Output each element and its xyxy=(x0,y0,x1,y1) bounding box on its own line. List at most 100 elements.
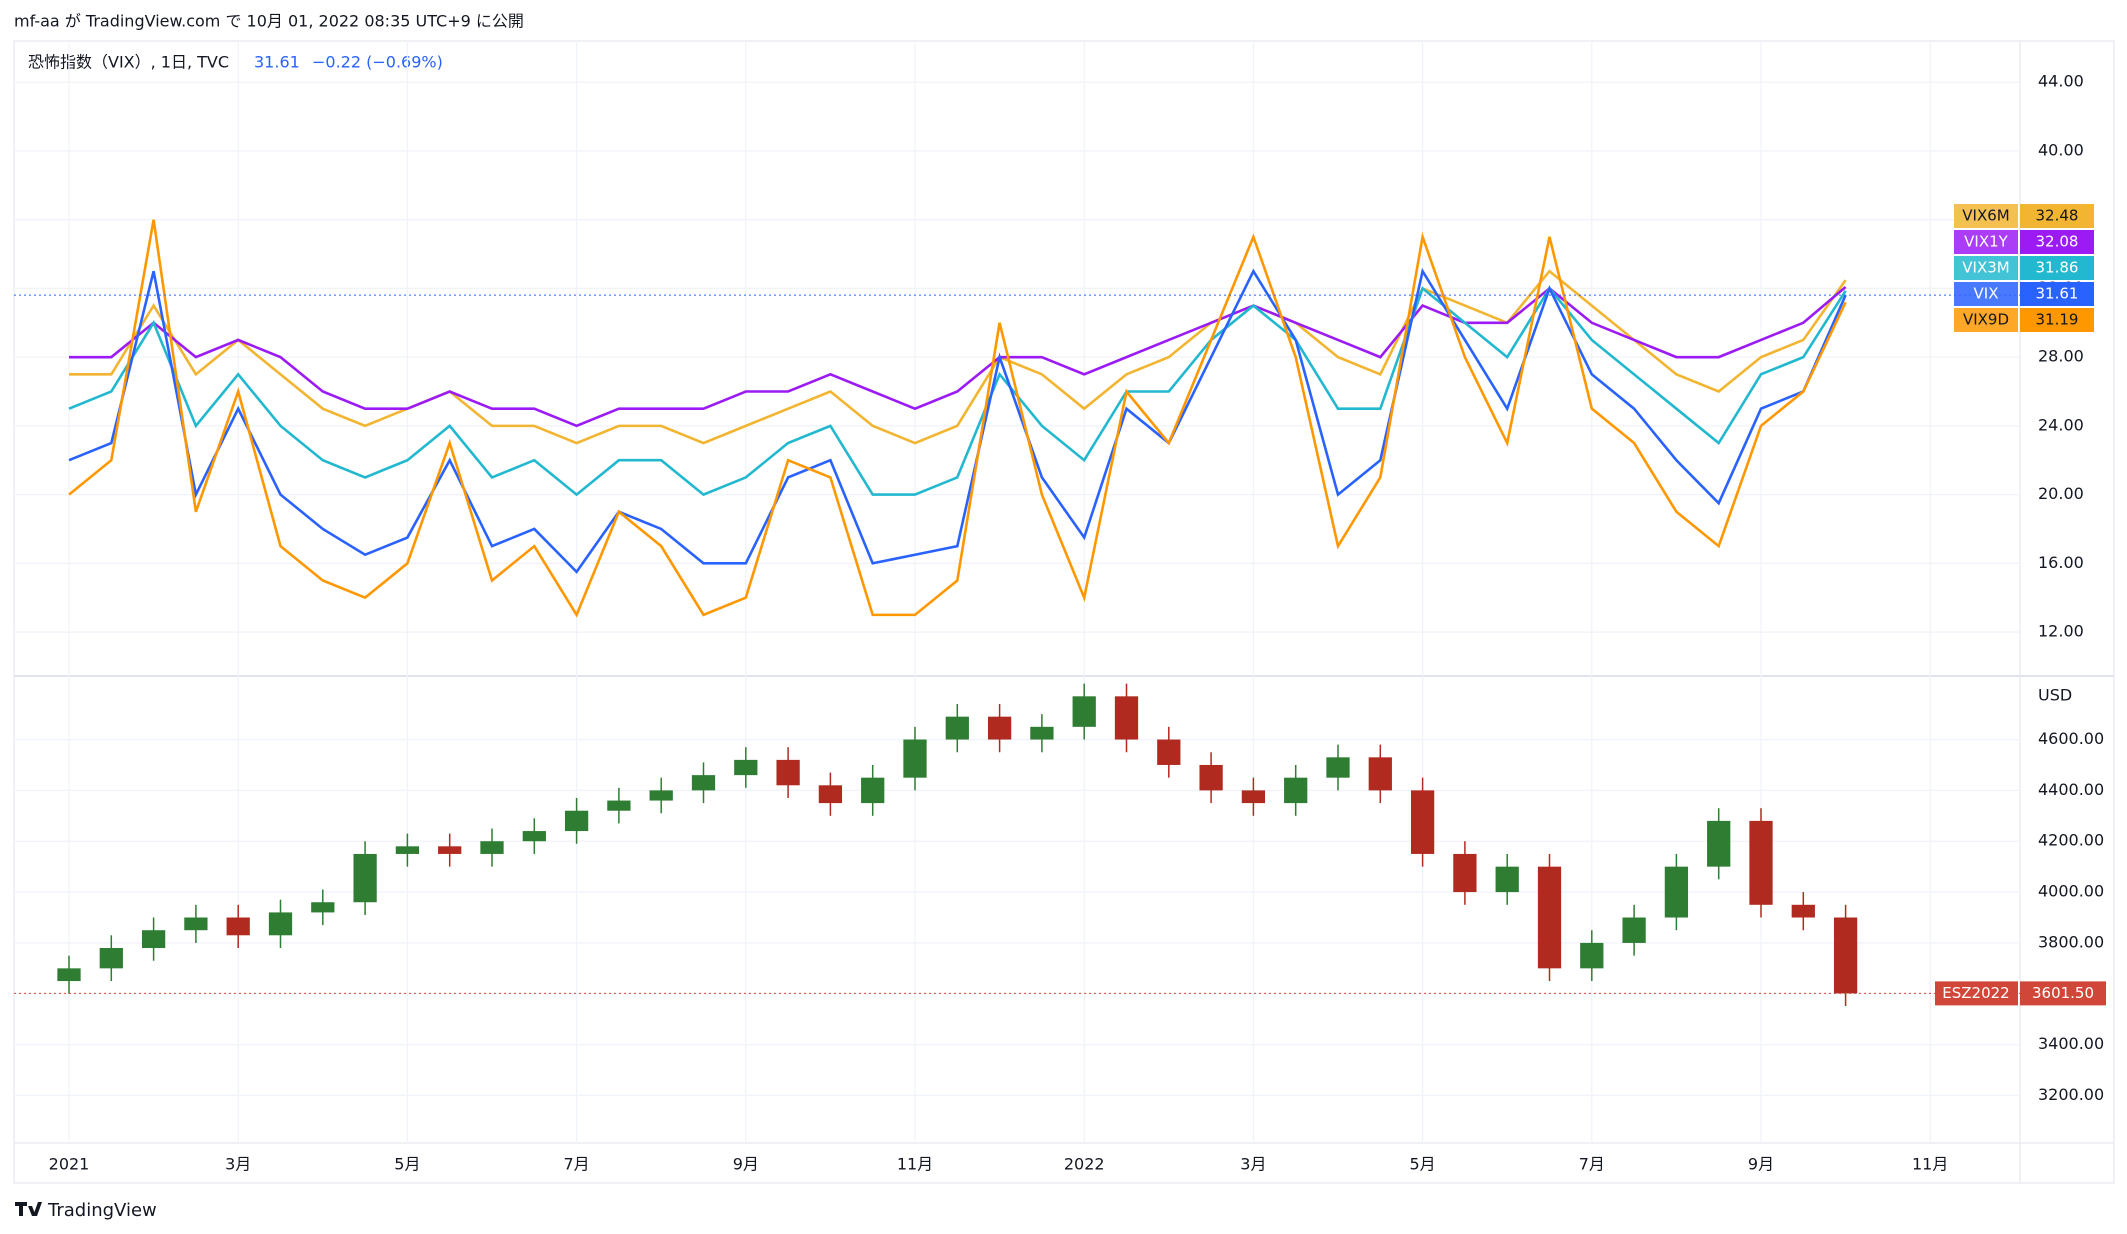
x-tick-label: 2021 xyxy=(49,1155,90,1174)
y-tick-label: 4200.00 xyxy=(2038,831,2104,850)
frame xyxy=(13,40,2115,1184)
candle-body xyxy=(691,775,716,791)
candle-body xyxy=(1410,790,1435,854)
badge-value-bg xyxy=(2020,981,2106,1006)
candle-body xyxy=(1241,790,1266,804)
candle-body xyxy=(57,968,81,982)
legend-label: VIX9D xyxy=(1963,311,2009,329)
price-badge: VIX1Y 32.08 xyxy=(1954,230,2094,254)
y-tick-label: 4600.00 xyxy=(2038,729,2104,748)
y-tick-label: 44.00 xyxy=(2038,72,2084,91)
legend-label: VIX1Y xyxy=(1964,233,2009,251)
candle-body xyxy=(141,930,166,949)
badge-name-bg xyxy=(1954,204,2018,228)
series-line xyxy=(68,219,1847,618)
price-badge: VIX3M 31.86 xyxy=(1954,256,2094,280)
x-tick-label: 7月 xyxy=(1579,1155,1605,1174)
x-tick-label: 3月 xyxy=(225,1155,251,1174)
y-tick-label: 4000.00 xyxy=(2038,882,2104,901)
candle-body xyxy=(184,917,208,931)
legend-label: VIX xyxy=(1974,285,1999,303)
y-tick-label: 12.00 xyxy=(2038,622,2084,641)
x-tick-label: 11月 xyxy=(897,1155,933,1174)
series-line xyxy=(69,269,1847,445)
badge-value-bg xyxy=(2020,256,2094,280)
candle-body xyxy=(1368,757,1392,791)
candle-body xyxy=(818,785,843,804)
y-tick-label: 3800.00 xyxy=(2038,932,2104,951)
candle-body xyxy=(268,912,293,936)
currency: USD xyxy=(2038,686,2072,705)
price-badge: VIX9D 31.19 xyxy=(1954,308,2094,332)
candle-body xyxy=(1453,853,1477,893)
badge-value: 32.08 xyxy=(2036,233,2079,251)
x-tick-label: 7月 xyxy=(564,1155,590,1174)
badge-value-bg xyxy=(2020,308,2094,332)
badge-value: 3601.50 xyxy=(2032,984,2094,1002)
brand: TradingView xyxy=(47,1200,157,1221)
candle-body xyxy=(734,759,758,776)
price-badge: VIX 31.61 xyxy=(1954,282,2094,306)
candle-body xyxy=(1707,820,1731,867)
candle-body xyxy=(226,917,250,936)
x-tick-label: 9月 xyxy=(1748,1155,1774,1174)
series-line xyxy=(68,267,1847,574)
candle-body xyxy=(353,853,377,903)
candle-body xyxy=(1664,866,1689,918)
candle-body xyxy=(987,716,1012,740)
y-tick-label: 40.00 xyxy=(2038,140,2084,159)
badge-name-bg xyxy=(1954,282,2018,306)
y-tick-label: 20.00 xyxy=(2038,484,2084,503)
x-tick-label: 2022 xyxy=(1064,1155,1105,1174)
candle-body xyxy=(480,841,504,854)
badge-value-bg xyxy=(2020,282,2094,306)
candle-body xyxy=(1622,917,1646,943)
badge-name-bg xyxy=(1954,256,2018,280)
x-tick-label: 5月 xyxy=(394,1155,420,1174)
candle-body xyxy=(1030,726,1054,740)
badge-value: 32.48 xyxy=(2036,207,2079,225)
badge-value: 31.86 xyxy=(2036,259,2079,277)
candle-body xyxy=(1495,866,1519,893)
symbol-title: 恐怖指数（VIX）, 1日, TVC xyxy=(28,53,229,72)
candle-body xyxy=(311,902,335,913)
y-tick-label: 24.00 xyxy=(2038,415,2084,434)
badge-value-bg xyxy=(2020,204,2094,228)
x-tick-label: 11月 xyxy=(1912,1155,1948,1174)
candle-body xyxy=(1326,757,1350,778)
logo: TradingView xyxy=(15,1200,157,1221)
badge-name-bg xyxy=(1954,230,2018,254)
badge-value-bg xyxy=(2020,230,2094,254)
candle-body xyxy=(1580,942,1604,969)
candle-body xyxy=(1791,904,1815,918)
legend-label: VIX6M xyxy=(1962,207,2009,225)
candle-body xyxy=(99,948,123,969)
candle-body xyxy=(776,759,800,786)
candle-body xyxy=(1157,739,1181,765)
x-tick-label: 3月 xyxy=(1240,1155,1266,1174)
legend-label: VIX3M xyxy=(1962,259,2009,277)
price-badge: VIX6M 32.48 xyxy=(1954,204,2094,228)
candle-body xyxy=(1199,764,1223,791)
candle-body xyxy=(1284,777,1308,804)
candle-body xyxy=(522,831,546,842)
candle-body xyxy=(564,810,589,832)
badge-value: 31.19 xyxy=(2036,311,2079,329)
publish-info: mf-aa が TradingView.com で 10月 01, 2022 0… xyxy=(14,12,524,31)
legend-label: ESZ2022 xyxy=(1942,984,2009,1002)
y-tick-label: 28.00 xyxy=(2038,347,2084,366)
candle-body xyxy=(1072,696,1096,727)
candle-body xyxy=(395,846,420,854)
badge-name-bg xyxy=(1954,308,2018,332)
last-price: 31.61 xyxy=(254,53,300,72)
candle-body xyxy=(861,777,885,804)
candle-body xyxy=(945,716,969,740)
candle-body xyxy=(903,739,927,778)
y-tick-label: 3200.00 xyxy=(2038,1085,2104,1104)
price-change: −0.22 (−0.69%) xyxy=(312,53,443,72)
candle-body xyxy=(1537,866,1562,969)
y-tick-label: 16.00 xyxy=(2038,553,2084,572)
candle-body xyxy=(1749,820,1773,905)
